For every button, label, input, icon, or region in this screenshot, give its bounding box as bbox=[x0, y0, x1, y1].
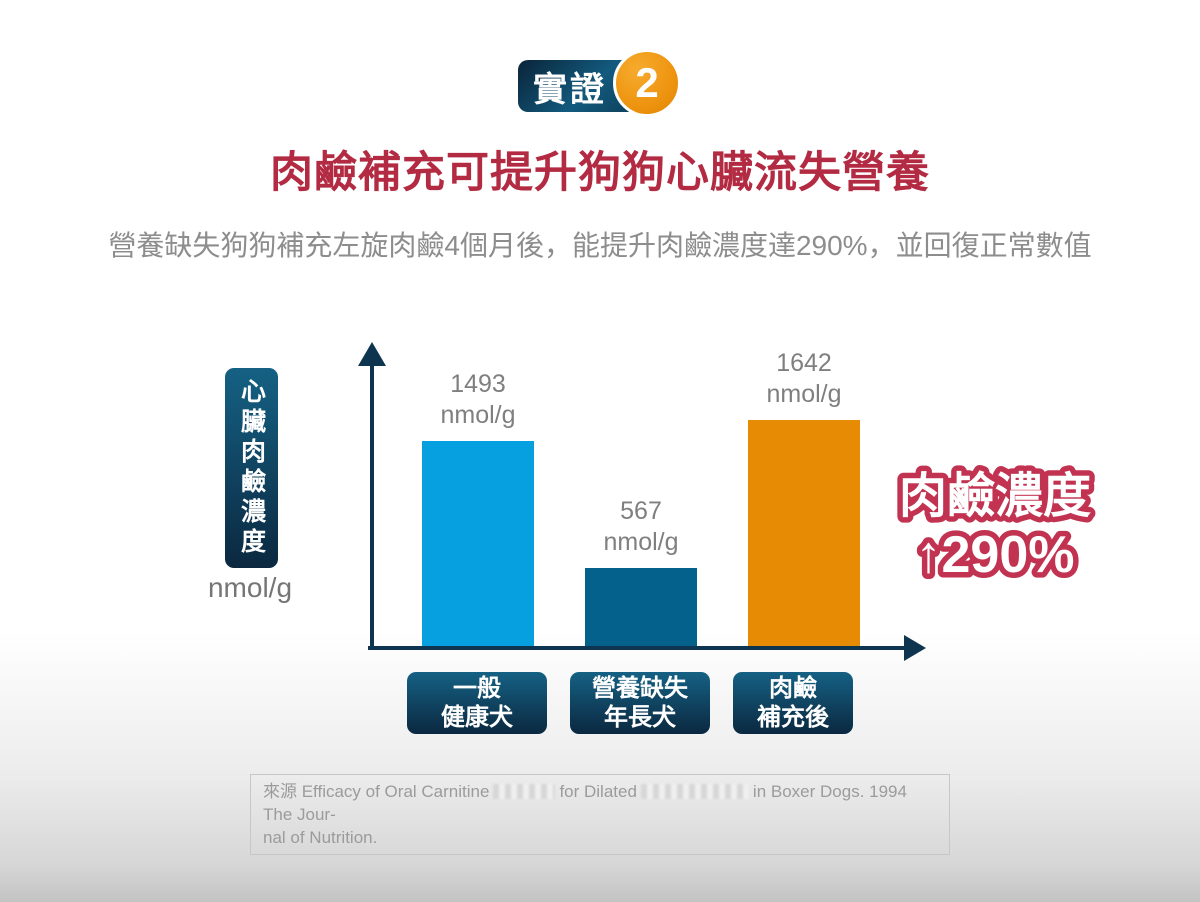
subtitle: 營養缺失狗狗補充左旋肉鹼4個月後，能提升肉鹼濃度達290%，並回復正常數值 bbox=[108, 230, 1092, 261]
bar-value-unit: nmol/g bbox=[766, 380, 842, 408]
bar-value-label-supplemented: 1642 nmol/g bbox=[724, 348, 884, 410]
category-label-after-supplement: 肉鹼 補充後 bbox=[733, 672, 853, 734]
source-citation: 來源 Efficacy of Oral Carnitine for Dilated… bbox=[250, 774, 950, 855]
source-text: for Dilated bbox=[559, 782, 637, 801]
redacted-text bbox=[640, 784, 749, 799]
bar-value-unit: nmol/g bbox=[603, 528, 679, 556]
source-text: 來源 Efficacy of Oral Carnitine bbox=[263, 782, 490, 801]
y-axis-label: 心臟肉鹼濃度 bbox=[237, 378, 266, 558]
source-text: in Boxer Dogs. 1994 The Jour- bbox=[263, 782, 907, 824]
category-line: 年長犬 bbox=[604, 704, 676, 731]
source-line-1: 來源 Efficacy of Oral Carnitine for Dilated… bbox=[263, 780, 937, 826]
evidence-number-badge: 2 bbox=[613, 49, 681, 117]
page-title: 肉鹼補充可提升狗狗心臟流失營養 bbox=[270, 149, 930, 197]
category-line: 補充後 bbox=[757, 704, 829, 731]
bar-value-label-deficient: 567 nmol/g bbox=[561, 496, 721, 558]
bar-value-label-healthy: 1493 nmol/g bbox=[398, 369, 558, 431]
x-axis-line bbox=[368, 646, 906, 650]
x-axis-arrow-icon bbox=[904, 635, 926, 661]
y-axis-arrow-icon bbox=[358, 342, 386, 366]
y-axis-label-box: 心臟肉鹼濃度 bbox=[225, 368, 278, 568]
bar-after-supplement bbox=[748, 420, 860, 646]
y-axis-unit: nmol/g bbox=[207, 572, 293, 603]
category-line: 肉鹼 bbox=[769, 675, 817, 702]
category-label-healthy-dogs: 一般 健康犬 bbox=[407, 672, 547, 734]
bar-deficient-senior-dogs bbox=[585, 568, 697, 646]
category-line: 營養缺失 bbox=[592, 675, 688, 702]
bar-healthy-dogs bbox=[422, 441, 534, 646]
evidence-badge-label: 實證 bbox=[533, 70, 607, 109]
source-line-2: nal of Nutrition. bbox=[263, 828, 378, 847]
bar-value: 1642 bbox=[776, 349, 832, 377]
category-line: 一般 bbox=[453, 675, 501, 702]
bar-value: 1493 bbox=[450, 370, 506, 398]
bar-value-unit: nmol/g bbox=[440, 401, 516, 429]
bar-chart: 心臟肉鹼濃度 nmol/g 1493 nmol/g 567 nmol/g 164… bbox=[200, 330, 960, 770]
redacted-text bbox=[493, 784, 556, 799]
y-axis-line bbox=[370, 358, 374, 648]
category-label-deficient-senior-dogs: 營養缺失 年長犬 bbox=[570, 672, 710, 734]
category-line: 健康犬 bbox=[441, 704, 513, 731]
bar-value: 567 bbox=[620, 497, 662, 525]
